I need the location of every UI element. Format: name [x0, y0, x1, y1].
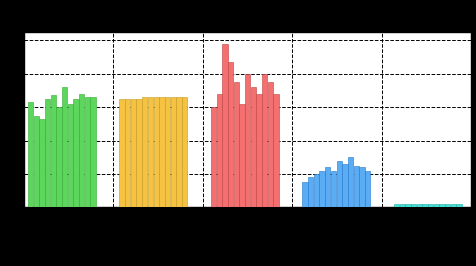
Bar	[257, 94, 262, 207]
Bar	[39, 119, 45, 207]
Bar	[234, 82, 239, 207]
Bar	[445, 204, 450, 207]
Bar	[302, 182, 307, 207]
Bar	[451, 204, 456, 207]
Bar	[239, 104, 245, 207]
Bar	[354, 166, 359, 207]
Bar	[68, 104, 73, 207]
Bar	[176, 97, 182, 207]
Bar	[262, 74, 268, 207]
Bar	[125, 99, 130, 207]
Bar	[308, 177, 313, 207]
Bar	[268, 82, 273, 207]
Bar	[217, 94, 222, 207]
Bar	[79, 94, 84, 207]
Bar	[211, 107, 216, 207]
Bar	[159, 97, 165, 207]
Bar	[348, 157, 353, 207]
Bar	[422, 204, 427, 207]
Bar	[439, 204, 445, 207]
Bar	[153, 97, 159, 207]
Bar	[434, 204, 439, 207]
Bar	[399, 204, 405, 207]
Bar	[411, 204, 416, 207]
Bar	[148, 97, 153, 207]
Bar	[28, 102, 33, 207]
Bar	[456, 204, 462, 207]
Bar	[137, 99, 142, 207]
Bar	[85, 97, 90, 207]
Bar	[119, 99, 125, 207]
Bar	[170, 97, 176, 207]
Bar	[365, 171, 370, 207]
Bar	[228, 62, 233, 207]
Bar	[90, 97, 96, 207]
Bar	[337, 161, 342, 207]
Bar	[165, 97, 170, 207]
Bar	[56, 107, 62, 207]
Bar	[131, 99, 136, 207]
Bar	[142, 97, 148, 207]
Bar	[325, 167, 330, 207]
Bar	[359, 167, 365, 207]
Bar	[33, 115, 39, 207]
Bar	[45, 99, 50, 207]
Bar	[73, 99, 79, 207]
Bar	[331, 171, 336, 207]
Bar	[314, 174, 319, 207]
Bar	[251, 87, 256, 207]
Bar	[405, 204, 411, 207]
Bar	[50, 95, 56, 207]
Bar	[274, 94, 279, 207]
Bar	[222, 44, 228, 207]
Bar	[342, 164, 347, 207]
Bar	[319, 171, 325, 207]
Bar	[394, 204, 399, 207]
Bar	[428, 204, 433, 207]
Bar	[416, 204, 422, 207]
Bar	[182, 97, 188, 207]
Bar	[62, 87, 68, 207]
Bar	[245, 74, 250, 207]
